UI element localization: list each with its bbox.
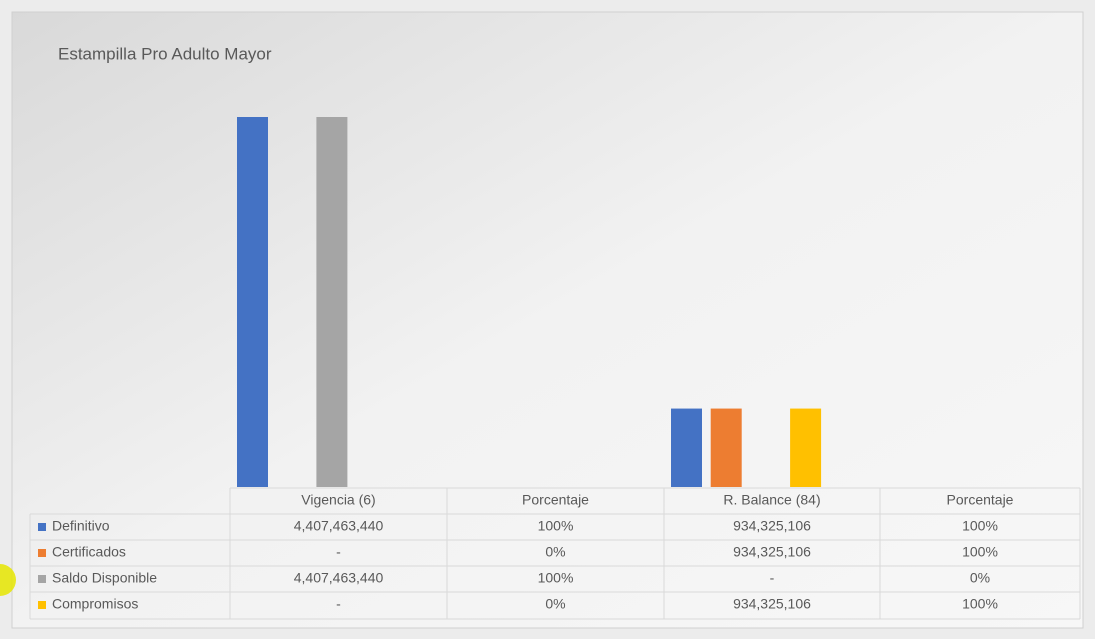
bar <box>790 408 822 487</box>
legend-key <box>38 523 46 531</box>
legend-key <box>38 575 46 583</box>
table-cell: - <box>336 596 341 612</box>
table-cell: 934,325,106 <box>733 518 811 534</box>
legend-label: Certificados <box>52 544 126 560</box>
legend-label: Definitivo <box>52 518 110 534</box>
legend-label: Compromisos <box>52 596 138 612</box>
x-category-label: Porcentaje <box>947 492 1014 508</box>
bar <box>316 117 348 487</box>
table-cell: 934,325,106 <box>733 544 811 560</box>
table-cell: 100% <box>538 518 574 534</box>
cursor-highlight <box>0 564 16 596</box>
legend-key <box>38 549 46 557</box>
x-category-label: Porcentaje <box>522 492 589 508</box>
table-cell: 0% <box>970 570 990 586</box>
table-cell: - <box>770 570 775 586</box>
bar <box>237 117 268 487</box>
legend-label: Saldo Disponible <box>52 570 157 586</box>
x-category-label: R. Balance (84) <box>723 492 820 508</box>
table-cell: 100% <box>962 544 998 560</box>
bar <box>710 408 742 487</box>
x-category-label: Vigencia (6) <box>301 492 375 508</box>
chart-title: Estampilla Pro Adulto Mayor <box>58 44 272 63</box>
table-cell: 4,407,463,440 <box>294 518 384 534</box>
table-cell: 4,407,463,440 <box>294 570 384 586</box>
chart-card <box>11 11 1084 629</box>
table-cell: - <box>336 544 341 560</box>
legend-key <box>38 601 46 609</box>
table-cell: 100% <box>538 570 574 586</box>
bar <box>671 408 702 487</box>
table-cell: 100% <box>962 596 998 612</box>
table-cell: 0% <box>545 596 565 612</box>
table-cell: 934,325,106 <box>733 596 811 612</box>
table-cell: 0% <box>545 544 565 560</box>
table-cell: 100% <box>962 518 998 534</box>
